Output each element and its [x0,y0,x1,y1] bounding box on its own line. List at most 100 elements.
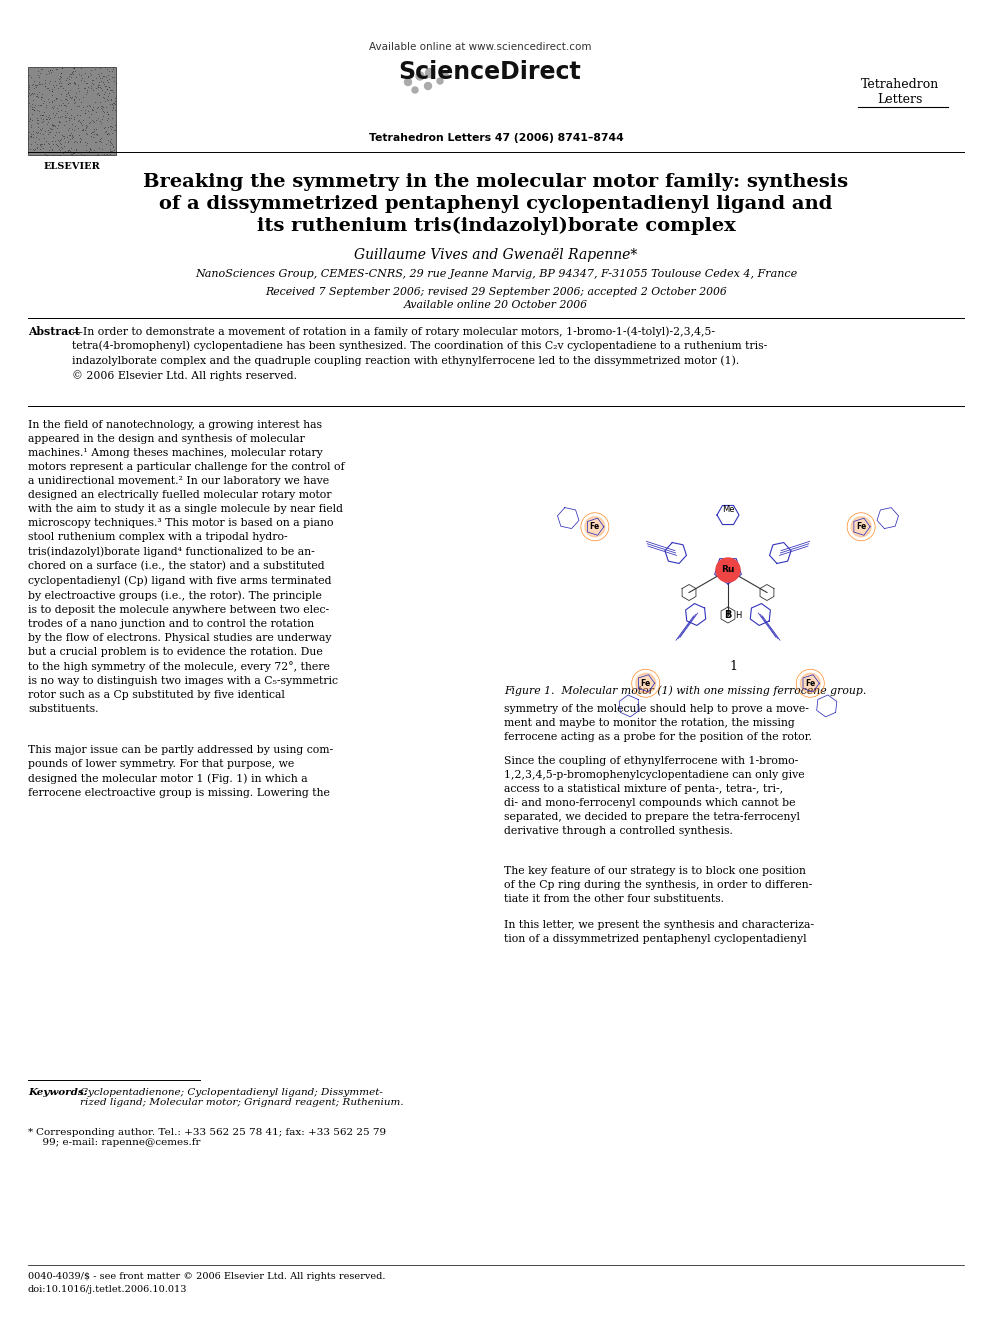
Point [54,128,69,149]
Point [61,130,76,151]
Point [98,58,114,79]
Point [25,74,41,95]
Point [25,120,41,142]
Point [107,90,123,111]
Point [65,126,81,147]
Point [52,75,67,97]
Point [36,101,52,122]
Point [32,128,48,149]
Text: In the field of nanotechnology, a growing interest has
appeared in the design an: In the field of nanotechnology, a growin… [28,419,344,714]
Point [25,127,41,148]
Point [43,62,59,83]
Point [92,128,108,149]
Text: doi:10.1016/j.tetlet.2006.10.013: doi:10.1016/j.tetlet.2006.10.013 [28,1285,187,1294]
Text: This major issue can be partly addressed by using com-
pounds of lower symmetry.: This major issue can be partly addressed… [28,745,333,798]
Point [107,94,123,115]
Point [66,131,82,152]
Point [73,57,89,78]
Point [44,91,60,112]
Point [62,86,78,107]
Point [30,65,46,86]
Point [64,62,80,83]
Point [102,131,118,152]
Point [41,105,57,126]
Text: Corresponding author. Tel.: +33 562 25 78 41; fax: +33 562 25 79
  99; e-mail: r: Corresponding author. Tel.: +33 562 25 7… [36,1129,386,1147]
Text: Tetrahedron Letters 47 (2006) 8741–8744: Tetrahedron Letters 47 (2006) 8741–8744 [369,134,623,143]
Point [55,124,70,146]
Point [34,86,50,107]
Point [48,122,63,143]
Text: Ru: Ru [721,565,735,574]
Text: Fe: Fe [589,523,600,532]
Text: 0040-4039/$ - see front matter © 2006 Elsevier Ltd. All rights reserved.: 0040-4039/$ - see front matter © 2006 El… [28,1271,386,1281]
Point [77,103,93,124]
Point [80,66,96,87]
Point [46,95,62,116]
Text: In this letter, we present the synthesis and characteriza-
tion of a dissymmetri: In this letter, we present the synthesis… [504,919,814,945]
Point [49,118,64,139]
Text: Abstract: Abstract [28,325,80,337]
Point [79,73,95,94]
Point [74,114,90,135]
Text: Fe: Fe [641,679,651,688]
Point [107,99,123,120]
Point [52,139,67,160]
Point [21,83,37,105]
Point [27,70,43,91]
Point [82,75,98,97]
Point [37,73,53,94]
Text: Me: Me [722,505,734,515]
Point [45,139,61,160]
Point [66,93,82,114]
Point [93,139,109,160]
Point [42,136,58,157]
Point [76,78,92,99]
Point [31,101,47,122]
Point [27,74,43,95]
Point [71,87,87,108]
Point [71,108,87,130]
Point [102,130,118,151]
Text: ELSEVIER: ELSEVIER [44,161,100,171]
Point [42,73,58,94]
Point [49,58,64,79]
Point [48,105,63,126]
Point [32,134,48,155]
Text: Received 7 September 2006; revised 29 September 2006; accepted 2 October 2006: Received 7 September 2006; revised 29 Se… [265,287,727,296]
Point [72,105,88,126]
Point [85,97,101,118]
Point [103,89,119,110]
Point [105,135,121,156]
Point [30,60,46,81]
Point [33,135,49,156]
Point [27,138,43,159]
Point [42,120,58,142]
Point [35,93,51,114]
Point [20,128,36,149]
Point [58,106,73,127]
Point [91,74,107,95]
Point [99,69,115,90]
Point [92,67,108,89]
Point [44,119,60,140]
Point [86,118,102,139]
Point [53,66,68,87]
Point [27,99,43,120]
Point [82,77,98,98]
Point [83,60,99,81]
Text: Fe: Fe [806,679,815,688]
Point [29,99,45,120]
Point [65,143,81,164]
Point [95,65,111,86]
Point [35,123,51,144]
Point [66,108,82,130]
Point [88,123,104,144]
Point [92,57,108,78]
Point [60,73,75,94]
Point [91,85,107,106]
Point [52,67,67,89]
Point [36,90,52,111]
Point [29,112,45,134]
Point [56,126,71,147]
Point [106,119,122,140]
